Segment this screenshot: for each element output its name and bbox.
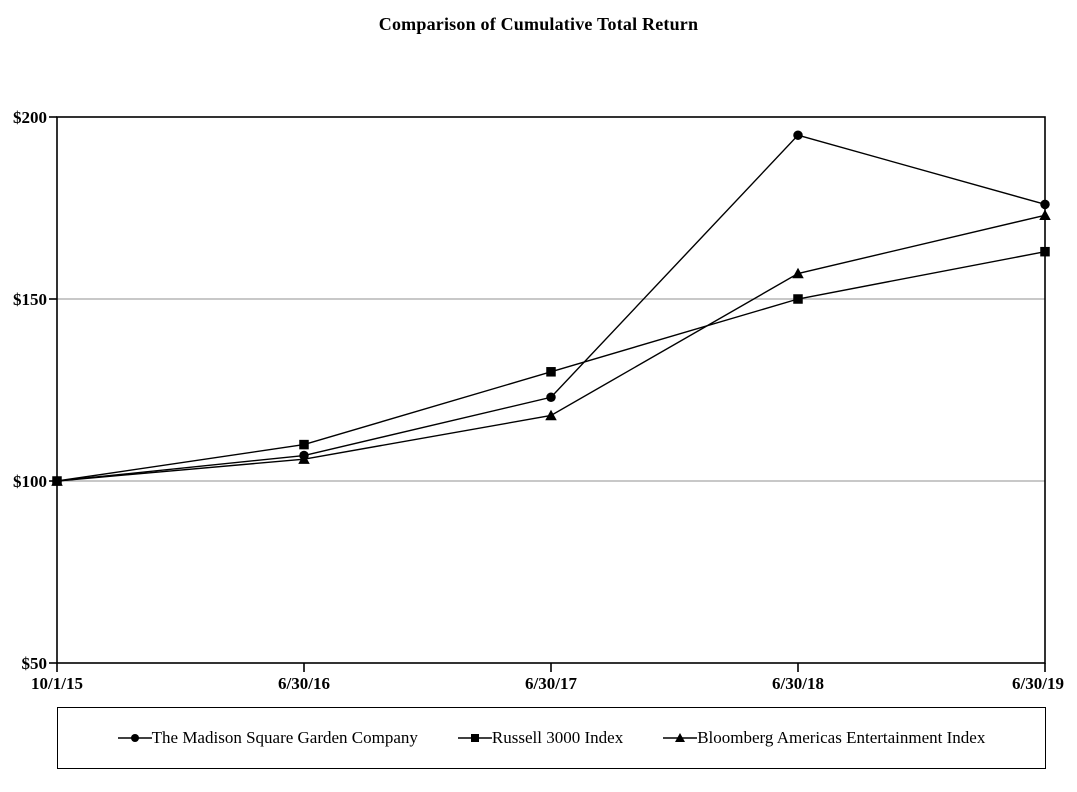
circle-marker xyxy=(1040,199,1050,210)
circle-marker xyxy=(546,392,556,403)
square-marker xyxy=(546,367,556,377)
triangle-marker xyxy=(675,733,686,742)
series-line-russell-3000-index xyxy=(56,250,1046,482)
square-marker xyxy=(793,294,803,304)
x-axis-label: 6/30/19 xyxy=(1012,674,1064,693)
chart-legend: The Madison Square Garden Company Russel… xyxy=(57,707,1046,769)
square-marker xyxy=(1040,246,1050,257)
legend-label: The Madison Square Garden Company xyxy=(151,728,418,747)
triangle-marker xyxy=(51,475,63,486)
legend-label: Bloomberg Americas Entertainment Index xyxy=(697,728,986,747)
x-axis-label: 10/1/15 xyxy=(31,674,83,693)
legend-item-russell-3000: Russell 3000 Index xyxy=(457,728,624,748)
circle-marker-icon xyxy=(117,731,152,745)
x-axis-label: 6/30/17 xyxy=(525,674,577,693)
y-axis-label: $150 xyxy=(13,290,47,309)
triangle-marker xyxy=(1039,209,1051,221)
y-axis-label: $100 xyxy=(13,472,47,491)
triangle-marker-icon xyxy=(663,731,698,745)
plot-border xyxy=(56,116,1046,664)
square-marker xyxy=(299,439,309,450)
legend-item-madison-square-garden: The Madison Square Garden Company xyxy=(117,728,418,748)
triangle-marker xyxy=(792,267,804,279)
y-axis-label: $200 xyxy=(13,108,47,127)
series-line-the-madison-square-garden-company xyxy=(56,134,1046,482)
y-axis-label: $50 xyxy=(22,654,48,673)
triangle-marker xyxy=(545,409,557,421)
x-axis-label: 6/30/18 xyxy=(772,674,824,693)
square-marker xyxy=(470,734,479,742)
circle-marker xyxy=(793,130,803,140)
legend-item-bloomberg-americas-entertainment: Bloomberg Americas Entertainment Index xyxy=(663,728,985,748)
x-axis-label: 6/30/16 xyxy=(278,674,330,693)
circle-marker xyxy=(130,734,139,742)
triangle-marker xyxy=(298,453,310,464)
chart-title: Comparison of Cumulative Total Return xyxy=(378,14,699,34)
series-line-bloomberg-americas-entertainment-index xyxy=(56,214,1046,482)
cumulative-total-return-line-chart: $50 $100 $150 $200 10/1/15 6/30/16 6/30/17 6/30… xyxy=(13,108,1064,693)
legend-label: Russell 3000 Index xyxy=(491,728,624,747)
square-marker-icon xyxy=(457,731,492,745)
